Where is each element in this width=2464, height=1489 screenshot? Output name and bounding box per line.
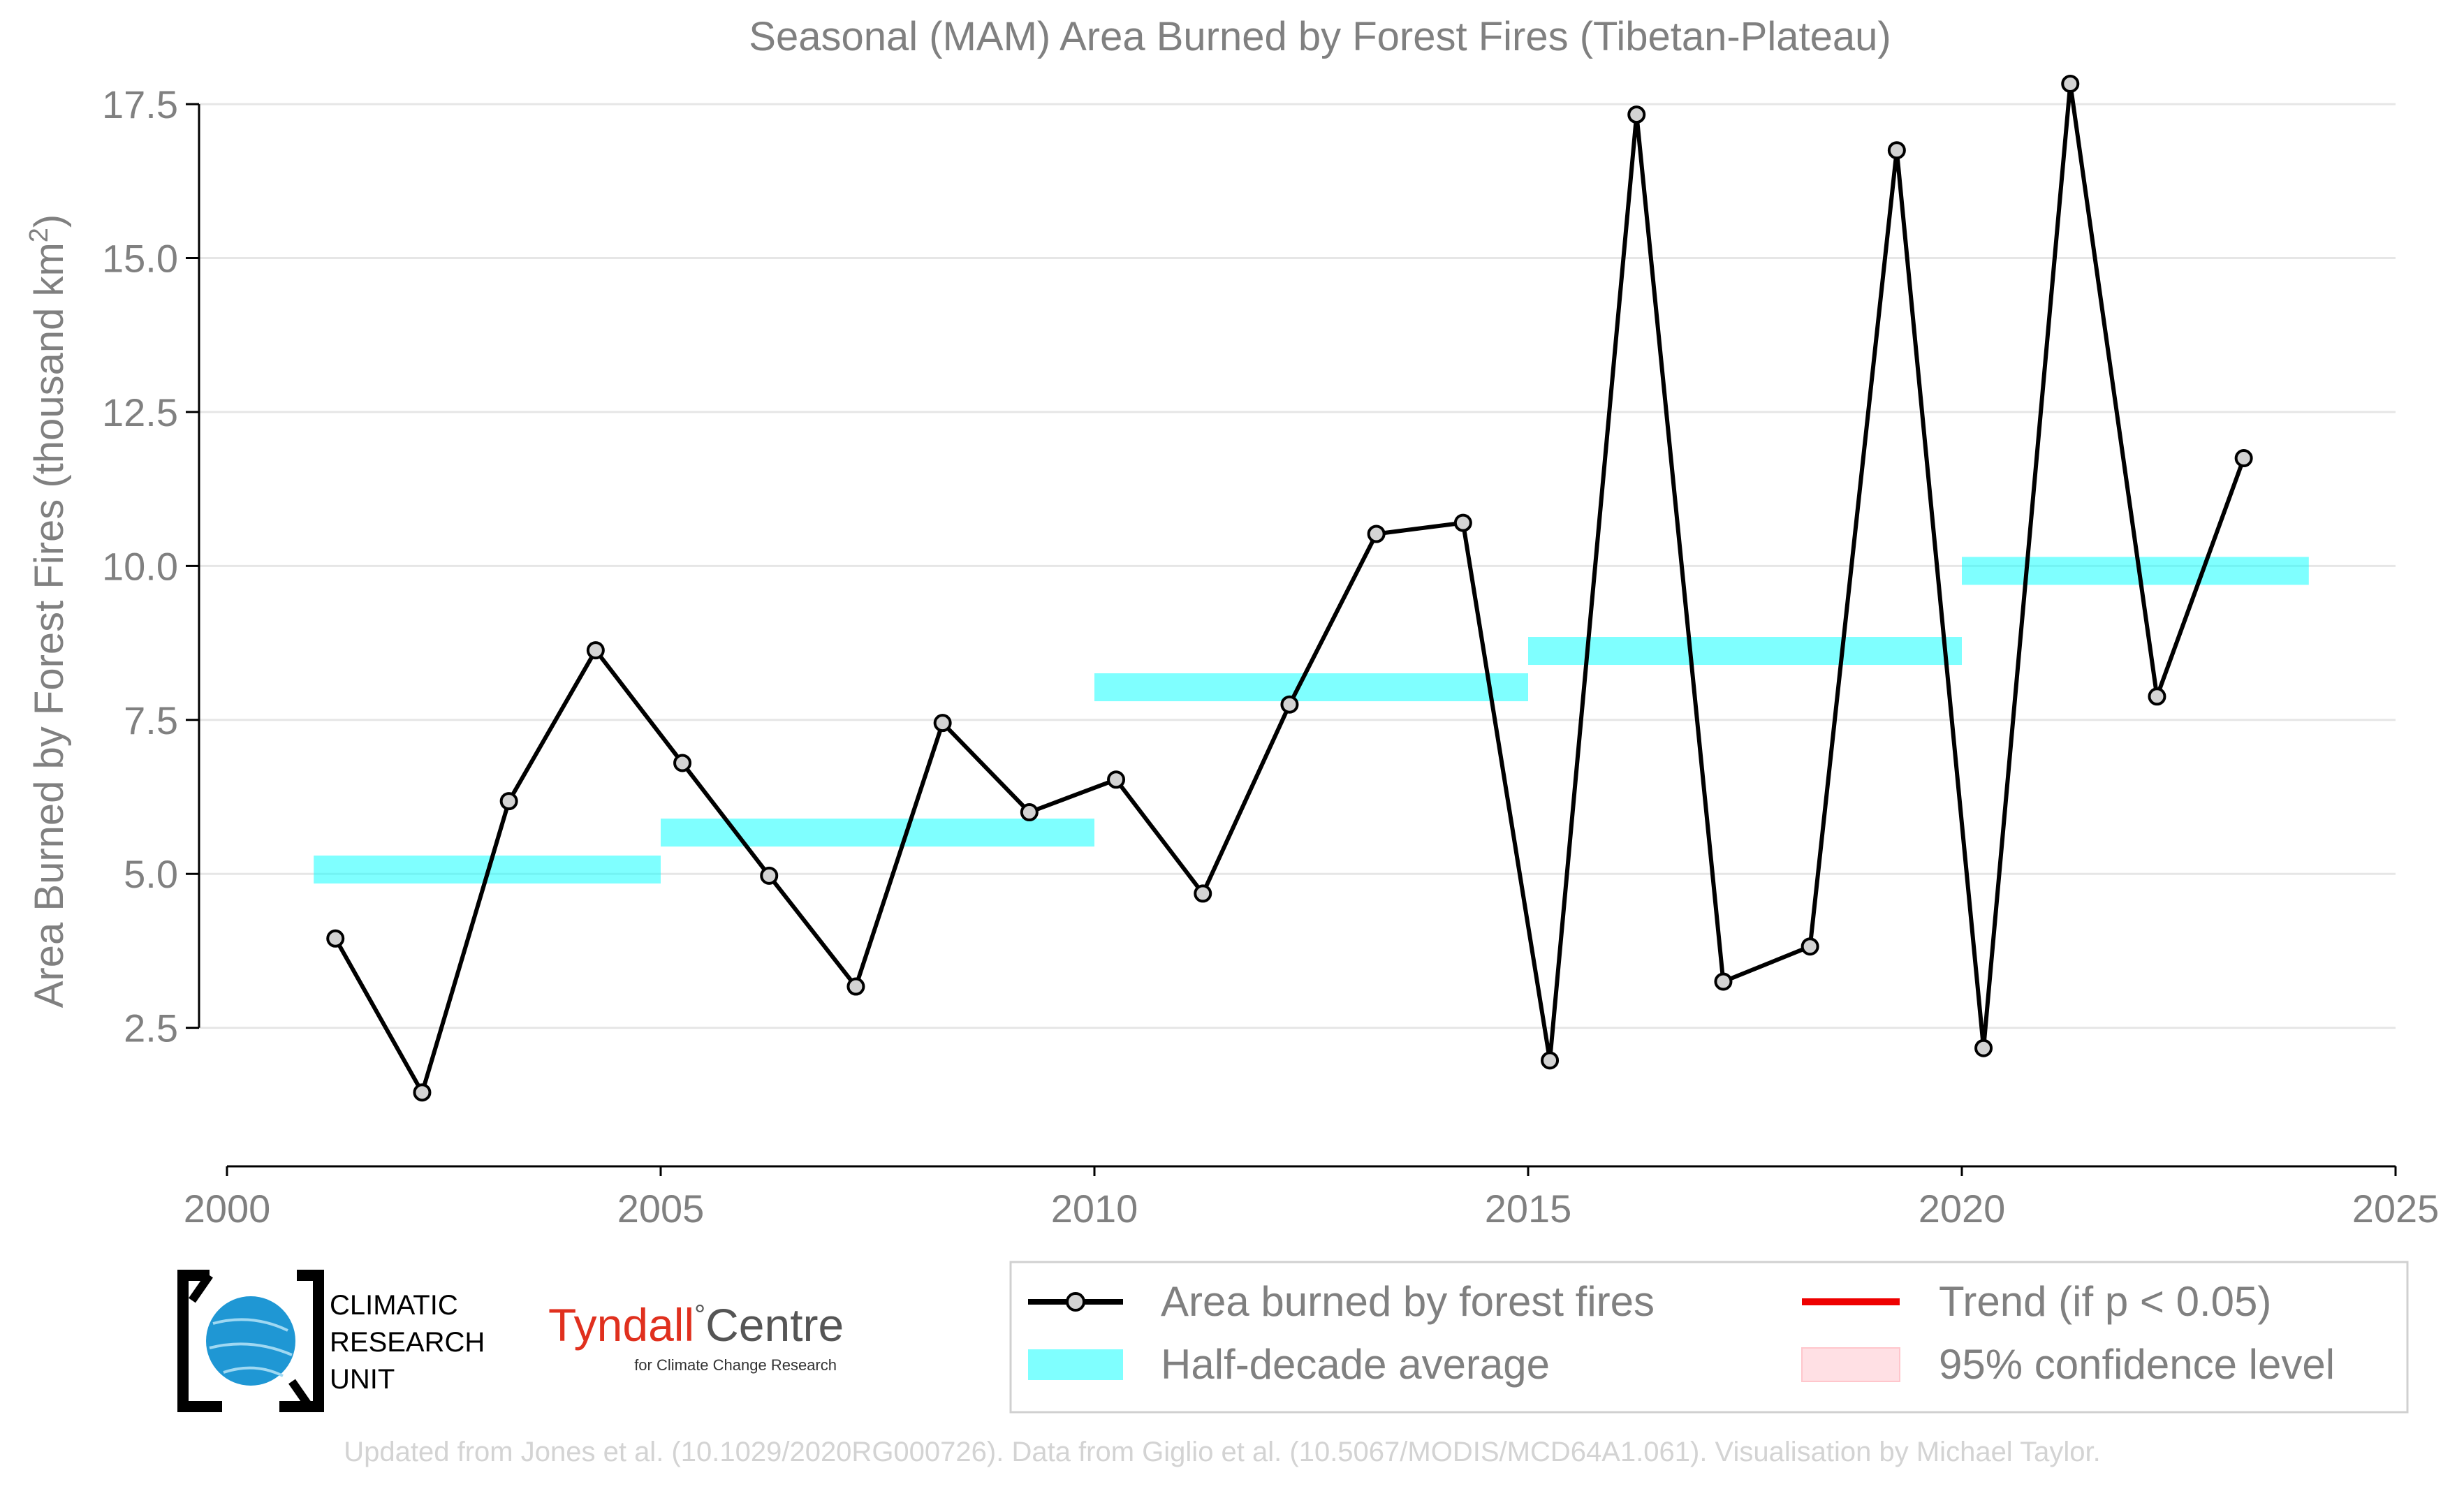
legend-label-confidence: 95% confidence level bbox=[1939, 1341, 2335, 1388]
y-tick-label: 5.0 bbox=[124, 852, 178, 896]
cru-globe-swirl-icon bbox=[209, 1318, 293, 1377]
cru-globe-icon bbox=[206, 1296, 295, 1386]
data-point bbox=[2061, 74, 2080, 93]
half-decade-band bbox=[1962, 557, 2309, 585]
legend-band-half-decade-icon bbox=[1028, 1349, 1123, 1380]
data-point bbox=[1194, 884, 1212, 903]
series-line bbox=[333, 82, 2246, 1095]
y-tick-label: 2.5 bbox=[124, 1006, 178, 1050]
cru-logo-text-line1: CLIMATIC bbox=[330, 1290, 458, 1321]
legend: Area burned by forest fires Trend (if p … bbox=[1009, 1261, 2409, 1414]
data-point bbox=[760, 866, 779, 885]
chart-title: Seasonal (MAM) Area Burned by Forest Fir… bbox=[749, 14, 1891, 59]
x-tick-label: 2015 bbox=[1485, 1187, 1572, 1231]
x-tick-label: 2005 bbox=[617, 1187, 705, 1231]
x-tick-label: 2025 bbox=[2352, 1187, 2440, 1231]
data-point bbox=[933, 714, 952, 733]
y-tick-label: 12.5 bbox=[102, 390, 178, 434]
x-tick-label: 2010 bbox=[1051, 1187, 1138, 1231]
x-tick-label: 2000 bbox=[184, 1187, 271, 1231]
data-point bbox=[1801, 937, 1819, 956]
y-tick-label: 10.0 bbox=[102, 544, 178, 588]
cru-logo-text-line2: RESEARCH bbox=[330, 1327, 485, 1358]
legend-marker-area-burned-icon bbox=[1066, 1292, 1085, 1312]
cru-logo: CLIMATIC RESEARCH UNIT bbox=[177, 1270, 485, 1412]
cru-logo-text-line3: UNIT bbox=[330, 1364, 395, 1395]
x-tick-label: 2020 bbox=[1919, 1187, 2006, 1231]
data-point bbox=[1107, 770, 1126, 789]
axes bbox=[186, 103, 2397, 1176]
data-point bbox=[326, 929, 345, 948]
legend-band-confidence-icon bbox=[1801, 1347, 1900, 1382]
data-point bbox=[1974, 1039, 1993, 1057]
data-point bbox=[1541, 1051, 1560, 1070]
data-point bbox=[586, 641, 605, 660]
data-point bbox=[1453, 513, 1472, 532]
tyndall-logo: Tyndall°Centre for Climate Change Resear… bbox=[548, 1299, 844, 1374]
y-axis-label: Area Burned by Forest Fires (thousand km… bbox=[24, 214, 72, 1008]
data-point bbox=[499, 792, 518, 811]
legend-box bbox=[1009, 1261, 2409, 1414]
half-decade-bands bbox=[314, 557, 2309, 884]
data-point bbox=[2234, 449, 2253, 468]
tyndall-logo-subtitle: for Climate Change Research bbox=[634, 1356, 837, 1374]
tyndall-logo-text: Tyndall°Centre bbox=[548, 1299, 844, 1351]
cru-logo-slash-icon bbox=[288, 1379, 313, 1409]
series-area-burned bbox=[326, 74, 2253, 1102]
cru-logo-bracket-right-icon bbox=[279, 1270, 324, 1412]
data-point bbox=[846, 977, 865, 996]
data-point bbox=[1020, 803, 1039, 822]
y-tick-label: 15.0 bbox=[102, 237, 178, 281]
data-point bbox=[1367, 525, 1386, 543]
data-point bbox=[673, 754, 692, 772]
legend-label-trend: Trend (if p < 0.05) bbox=[1939, 1278, 2271, 1325]
half-decade-band bbox=[1528, 637, 1962, 666]
legend-label-half-decade: Half-decade average bbox=[1161, 1341, 1550, 1388]
data-point bbox=[2148, 687, 2166, 706]
data-point bbox=[1627, 105, 1646, 124]
legend-label-area-burned: Area burned by forest fires bbox=[1161, 1278, 1655, 1325]
cru-logo-bracket-left-icon bbox=[177, 1270, 222, 1412]
half-decade-band bbox=[661, 819, 1094, 847]
footer-credits: Updated from Jones et al. (10.1029/2020R… bbox=[344, 1437, 2100, 1467]
half-decade-band bbox=[1094, 673, 1528, 702]
tick-labels: 2.5 5.0 7.5 10.0 12.5 15.0 17.5 2000 2005 2010 201… bbox=[102, 82, 2439, 1231]
y-tick-label: 17.5 bbox=[102, 82, 178, 126]
data-point bbox=[413, 1083, 432, 1102]
data-point bbox=[1714, 972, 1733, 991]
data-point bbox=[1887, 141, 1906, 160]
y-tick-label: 7.5 bbox=[124, 698, 178, 742]
data-point bbox=[1280, 695, 1299, 714]
cru-logo-slash-icon bbox=[189, 1272, 213, 1303]
